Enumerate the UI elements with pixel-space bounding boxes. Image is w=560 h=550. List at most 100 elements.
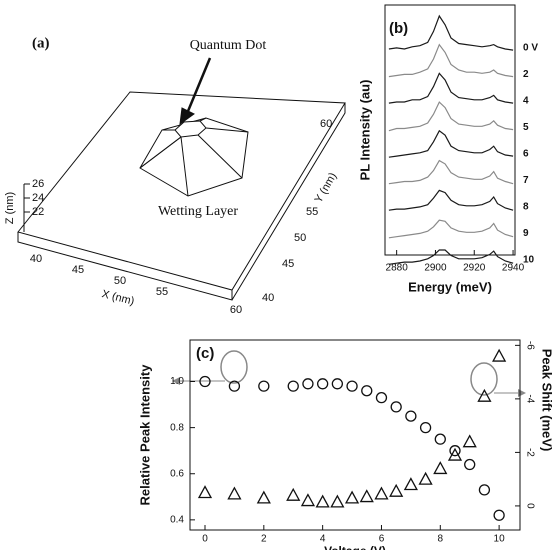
- x-tick-label: 2920: [463, 263, 486, 274]
- x-tick-label: 8: [438, 534, 444, 545]
- legend-label: 8: [523, 202, 529, 213]
- y2-tick-label: 0: [524, 503, 535, 509]
- circle-marker: [390, 401, 402, 413]
- legend-label: 0 V: [523, 43, 538, 54]
- spectrum-line: [388, 43, 514, 78]
- panel-a: [17, 57, 346, 301]
- z-tick-label: 22: [32, 206, 44, 218]
- triangle-marker: [300, 493, 316, 507]
- x-tick-label: 0: [202, 534, 208, 545]
- legend-label: 7: [523, 175, 529, 186]
- panel-label: (b): [389, 20, 408, 37]
- triangle-marker: [227, 486, 242, 500]
- y2-tick-label: -4: [524, 394, 535, 403]
- triangle-marker: [418, 471, 433, 485]
- legend-label: 4: [523, 96, 529, 107]
- y-tick-label: 0.4: [170, 514, 184, 525]
- circle-marker: [287, 380, 299, 392]
- circle-marker: [434, 433, 446, 445]
- circle-marker: [449, 445, 461, 457]
- x-tick-label: 2880: [386, 263, 409, 274]
- triangle-marker: [477, 388, 492, 402]
- x-tick-label: 10: [494, 534, 506, 545]
- x-axis-label: Voltage (V): [324, 544, 386, 550]
- triangle-marker: [359, 489, 374, 503]
- legend-label: 9: [523, 228, 529, 239]
- x-tick-label: 50: [114, 275, 126, 287]
- dot-edge: [205, 127, 249, 133]
- legend-label: 5: [523, 122, 529, 133]
- y-tick-label: 50: [294, 232, 306, 244]
- annotation: Wetting Layer: [158, 204, 238, 219]
- z-tick-label: 24: [32, 192, 44, 204]
- x-tick-label: 60: [230, 304, 242, 316]
- y-tick-label: 55: [306, 206, 318, 218]
- axis-label: X (nm): [101, 288, 136, 308]
- triangle-marker: [330, 494, 345, 508]
- circle-marker: [375, 391, 388, 404]
- x-tick-label: 6: [379, 534, 385, 545]
- highlight: [470, 362, 498, 396]
- circle-marker: [478, 484, 491, 496]
- plot-frame: [384, 4, 516, 256]
- triangle-marker: [447, 447, 463, 461]
- y2-tick-label: -6: [524, 341, 535, 350]
- triangle-marker: [374, 486, 389, 500]
- circle-marker: [228, 380, 241, 392]
- triangle-marker: [433, 461, 448, 475]
- y-tick-label: 1.0: [170, 376, 184, 387]
- x-tick-label: 40: [30, 253, 42, 265]
- dot-edge: [139, 136, 182, 169]
- y-tick-label: 40: [262, 292, 274, 304]
- y-tick-label: 0.8: [170, 422, 184, 433]
- x-tick-label: 2940: [502, 263, 525, 274]
- triangle-marker: [286, 487, 301, 501]
- circle-marker: [419, 421, 432, 434]
- spectrum-line: [388, 14, 514, 51]
- legend-label: 6: [523, 149, 529, 160]
- annotation: Quantum Dot: [190, 38, 267, 53]
- spectrum-line: [388, 159, 514, 185]
- axis-label: Z (nm): [4, 192, 16, 224]
- triangle-marker: [256, 490, 271, 504]
- y-tick-label: 45: [282, 258, 294, 270]
- x-axis-label: Energy (meV): [408, 279, 492, 294]
- x-tick-label: 2: [261, 534, 267, 545]
- circle-marker: [346, 380, 358, 392]
- circle-marker: [199, 375, 211, 388]
- slab-side: [231, 103, 346, 301]
- triangle-marker: [315, 494, 330, 508]
- y2-axis-label: Peak Shift (meV): [540, 349, 555, 452]
- spectrum-line: [388, 189, 514, 211]
- z-tick-label: 26: [32, 178, 44, 190]
- circle-marker: [302, 378, 314, 390]
- arrow: [184, 57, 212, 117]
- panel-label: (c): [196, 345, 214, 362]
- spectrum-line: [388, 101, 514, 132]
- highlight: [220, 350, 248, 384]
- triangle-marker: [492, 348, 507, 362]
- spectrum-line: [388, 72, 514, 104]
- legend-label: 2: [523, 69, 529, 80]
- slab-front: [17, 232, 233, 301]
- panel-label: (a): [32, 35, 50, 51]
- circle-marker: [258, 380, 270, 392]
- y-tick-label: 60: [320, 118, 332, 130]
- y-axis-label: Relative Peak Intensity: [137, 364, 152, 506]
- circle-marker: [331, 378, 344, 390]
- triangle-marker: [344, 490, 360, 504]
- arrow-head: [179, 107, 195, 126]
- circle-marker: [464, 458, 476, 471]
- dot-edge: [199, 117, 207, 122]
- dot-edge: [197, 134, 243, 179]
- x-tick-label: 55: [156, 286, 168, 298]
- x-tick-label: 2900: [424, 263, 447, 274]
- x-tick-label: 45: [72, 264, 84, 276]
- y2-tick-label: -2: [524, 448, 535, 457]
- x-tick-label: 4: [320, 534, 326, 545]
- spectrum-line: [388, 249, 514, 265]
- y-tick-label: 0.6: [170, 468, 184, 479]
- spectrum-line: [388, 129, 514, 158]
- plot-frame: [189, 339, 521, 531]
